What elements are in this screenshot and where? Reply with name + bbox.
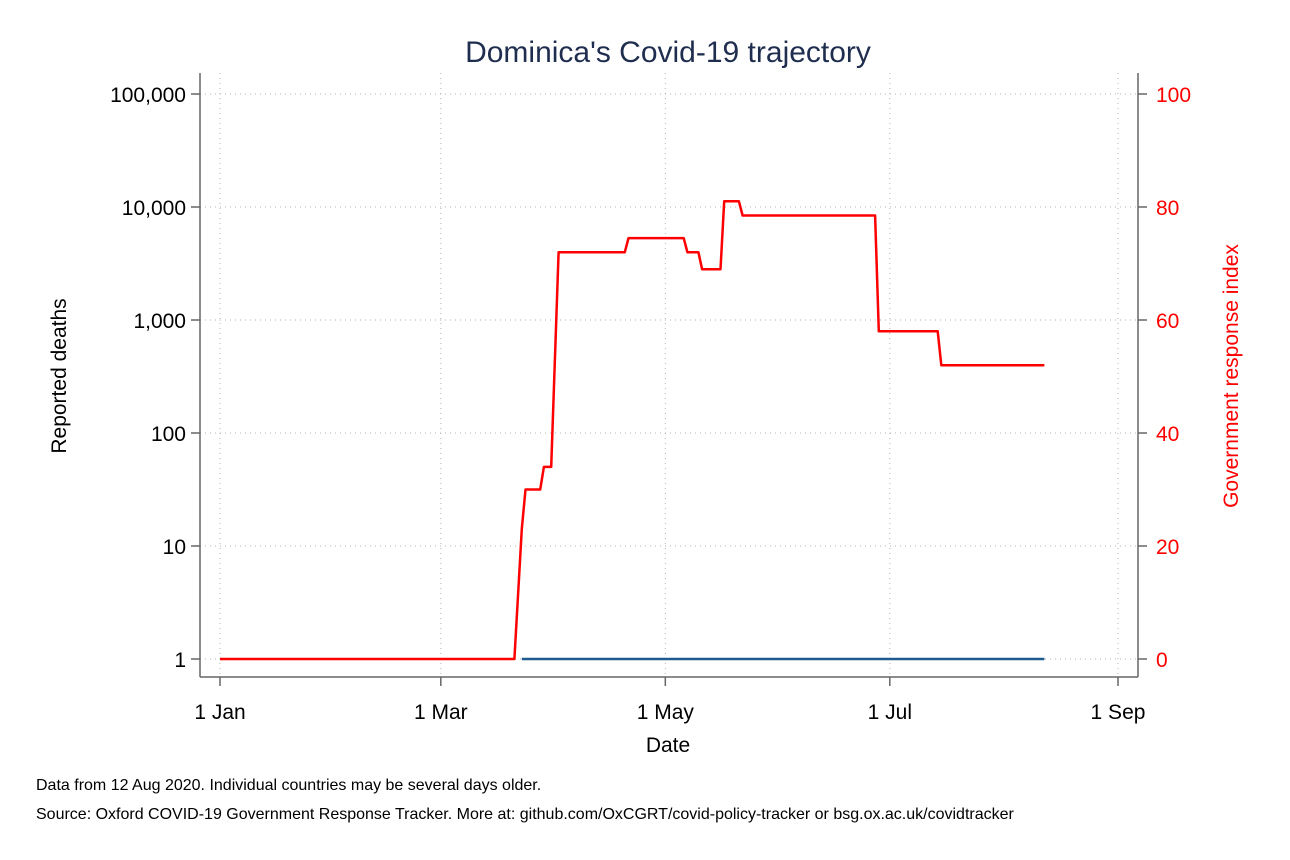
note-data-date: Data from 12 Aug 2020. Individual countr…	[36, 777, 542, 794]
y-tick-label: 100,000	[110, 84, 186, 107]
y2-tick-label: 60	[1156, 310, 1179, 333]
series-layer	[220, 200, 1045, 661]
x-tick-label: 1 May	[637, 701, 695, 724]
y-tick-label: 1	[174, 649, 186, 672]
chart: Dominica's Covid-19 trajectory 1 10 100 1,0…	[48, 36, 1243, 757]
series-line-response-index	[220, 200, 1045, 661]
y-axis-title: Reported deaths	[48, 298, 71, 453]
x-axis-title: Date	[646, 734, 690, 757]
y-tick-label: 10	[163, 536, 186, 559]
x-tick-label: 1 Sep	[1091, 701, 1146, 724]
y2-tick-label: 40	[1156, 423, 1179, 446]
x-tick-label: 1 Jul	[868, 701, 912, 724]
x-tick-label: 1 Jan	[194, 701, 245, 724]
y2-tick-label: 20	[1156, 536, 1179, 559]
x-tick-label: 1 Mar	[414, 701, 468, 724]
y2-axis-title: Government response index	[1220, 244, 1243, 508]
y-tick-label: 1,000	[133, 310, 186, 333]
y2-tick-label: 100	[1156, 84, 1191, 107]
y-tick-label: 10,000	[122, 197, 186, 220]
grid	[200, 73, 1138, 677]
axes: 1 10 100 1,000 10,000 100,000 0 20 40 60 80 100 1 Ja…	[110, 73, 1191, 724]
chart-title: Dominica's Covid-19 trajectory	[465, 36, 871, 69]
y2-tick-label: 80	[1156, 197, 1179, 220]
y2-tick-label: 0	[1156, 649, 1168, 672]
y-tick-label: 100	[151, 423, 186, 446]
note-source: Source: Oxford COVID-19 Government Respo…	[36, 806, 1014, 823]
